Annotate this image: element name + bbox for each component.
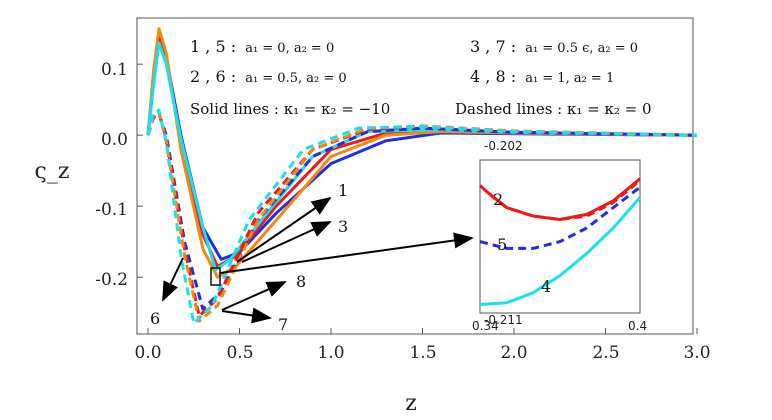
annotation-case-4-8: 4 , 8 : a₁ = 1, a₂ = 1: [470, 67, 614, 86]
series-line-dashed-cyan: [146, 108, 698, 325]
x-axis-title: z: [405, 391, 417, 416]
inset-label-5: 5: [497, 235, 507, 254]
arrow-curve-3: [241, 221, 332, 263]
arrow-curve-7: [221, 307, 272, 324]
dashed-lines-label: Dashed lines : κ₁ = κ₂ = 0: [455, 100, 652, 118]
inset-series-line-solid-red: [484, 177, 641, 222]
inset-label-4: 4: [541, 277, 551, 296]
series-layer: [146, 27, 698, 325]
inset-label-2: 2: [493, 190, 503, 209]
inset-y-tick-label: -0.211: [484, 313, 523, 327]
inset-x-tick-label: 0.34: [472, 319, 499, 333]
annotation-case-3-7: 3 , 7 : a₁ = 0.5 ϵ, a₂ = 0: [470, 37, 638, 56]
curve-label-7: 7: [278, 315, 288, 334]
x-tick-label: 3.0: [683, 343, 710, 363]
inset-chart: -0.202 -0.211 0.34 0.4 2 5 4: [472, 139, 647, 333]
arrow-curve-8: [221, 281, 287, 311]
inset-series-layer: [478, 177, 642, 306]
inset-x-tick-label: 0.4: [628, 319, 647, 333]
y-tick-label: 0.0: [101, 130, 128, 150]
annotation-case-2-6: 2 , 6 : a₁ = 0.5, a₂ = 0: [190, 67, 347, 86]
curve-label-3: 3: [338, 217, 348, 236]
arrow-curve-1: [236, 196, 332, 263]
plot-frame: [136, 17, 694, 335]
ticks-layer: [137, 63, 698, 334]
y-tick-label: -0.2: [95, 270, 128, 290]
inset-series-line-solid-cyan: [479, 196, 642, 306]
solid-lines-label: Solid lines : κ₁ = κ₂ = −10: [190, 100, 390, 118]
x-tick-label: 2.0: [500, 343, 527, 363]
x-tick-label: 1.5: [409, 343, 436, 363]
curve-label-8: 8: [296, 272, 306, 291]
x-tick-label: 0.0: [134, 343, 161, 363]
inset-y-tick-label: -0.202: [484, 139, 523, 153]
arrow-to-inset: [219, 232, 474, 274]
y-tick-label: -0.1: [95, 200, 128, 220]
arrow-curve-6: [162, 257, 184, 302]
annotation-case-1-5: 1 , 5 : a₁ = 0, a₂ = 0: [190, 37, 334, 56]
zoom-highlight-box: [210, 267, 221, 286]
x-tick-label: 0.5: [226, 343, 253, 363]
inset-frame: [479, 159, 641, 314]
curve-label-1: 1: [338, 181, 348, 200]
y-axis-title: ς_z: [35, 159, 70, 184]
y-tick-label: 0.1: [101, 60, 128, 80]
curve-label-6: 6: [150, 309, 160, 328]
x-tick-label: 2.5: [592, 343, 619, 363]
x-tick-label: 1.0: [317, 343, 344, 363]
inset-series-line-dashed-blue: [479, 186, 641, 250]
